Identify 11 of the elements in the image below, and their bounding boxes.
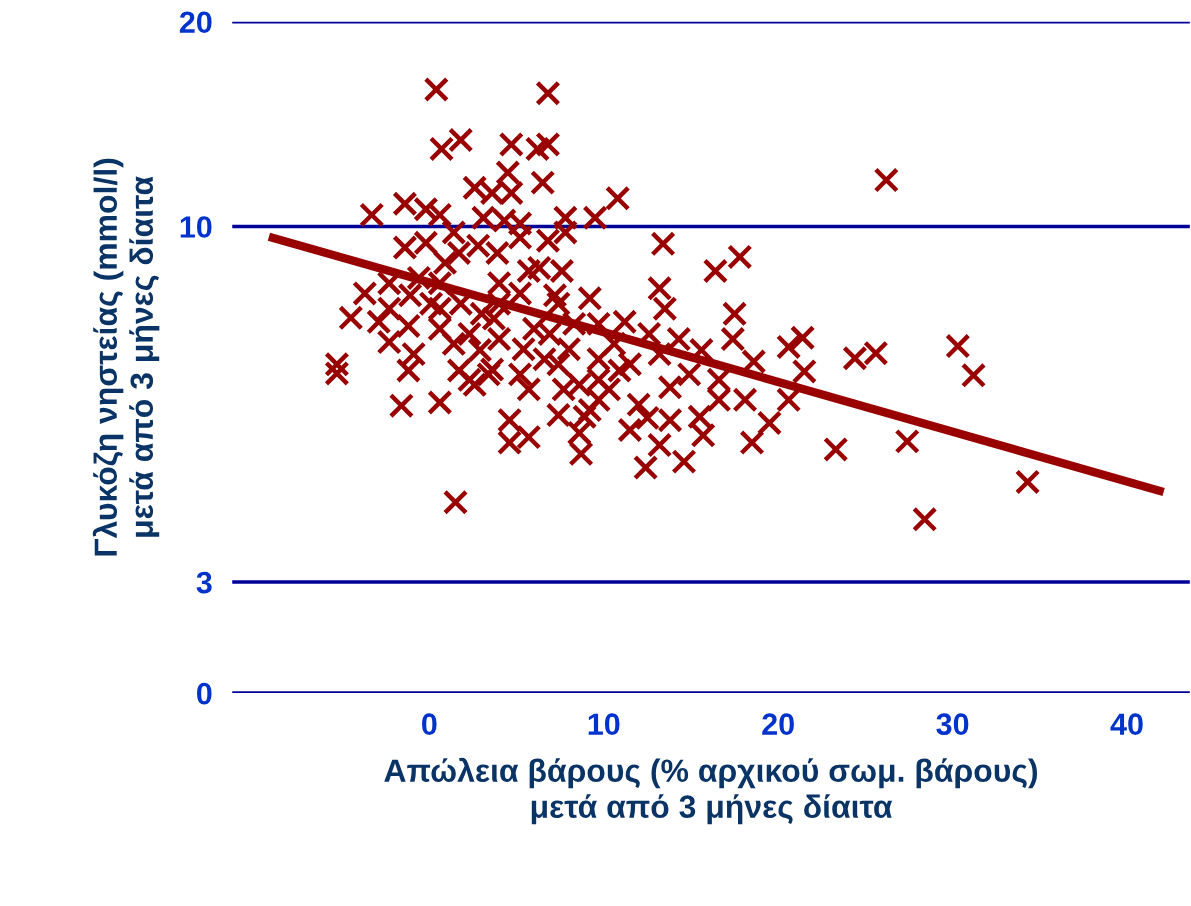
y-axis-title: Γλυκόζη νηστείας (mmol/l) μετά από 3 μήνες δίαιτα	[92, 158, 160, 556]
x-axis-title: Απώλεια βάρους (% αρχικού σωμ. βάρους) μετά από 3 μήνες δίαιτα	[384, 757, 1038, 825]
y-tick-label: 0	[197, 682, 212, 705]
x-tick-label: 20	[762, 713, 794, 735]
x-tick-label: 30	[936, 713, 969, 736]
x-tick-label: 10	[588, 713, 620, 735]
y-tick-label: 10	[180, 216, 212, 238]
y-tick-label: 3	[196, 571, 212, 594]
y-tick-label: 20	[179, 11, 212, 34]
x-tick-label: 40	[1110, 713, 1143, 735]
x-tick-label: 0	[422, 713, 437, 735]
